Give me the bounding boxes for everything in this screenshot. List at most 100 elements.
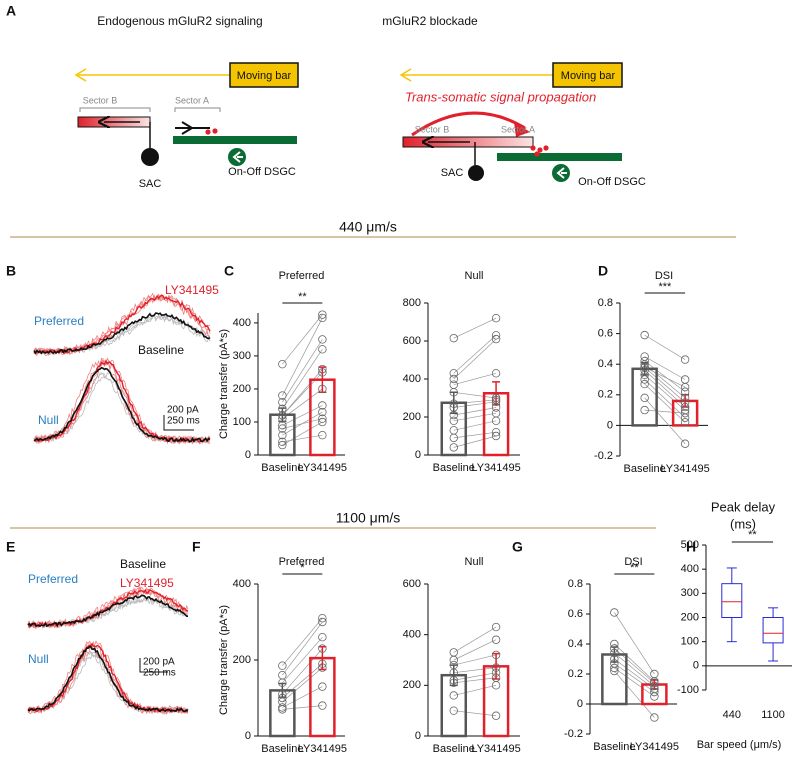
section-heading: 440 μm/s [339,219,397,235]
point [610,648,619,658]
sac-label: SAC [441,167,464,179]
y-axis-label: Charge transfer (pA*s) [218,605,230,715]
point [278,391,287,400]
sac-soma [468,165,484,181]
y-tick-label: 300 [681,587,699,599]
point [278,705,287,714]
trace [33,294,211,355]
point [680,393,690,403]
sector-label: Sector B [415,124,450,134]
pair-line [644,334,686,360]
point [449,691,458,700]
point [449,399,458,408]
point [640,366,649,375]
panel-label: G [512,539,523,555]
trace-label: Preferred [28,572,78,586]
point [278,397,287,407]
icon [556,167,567,179]
arrow-head [74,68,87,82]
point [318,682,327,691]
diagram-right: mGluR2 blockade Moving bar Trans-somatic… [382,14,646,188]
pair-line [453,420,497,431]
point [640,356,649,366]
y-tick-label: 500 [681,539,699,551]
x-tick-label: LY341495 [630,741,679,753]
point [318,701,327,710]
y-tick-label: 0.4 [598,358,613,370]
pair-line [282,705,323,710]
y-tick-label: 0 [415,730,421,742]
x-axis-label: Bar speed (μm/s) [697,739,782,751]
chart-subtitle: (ms) [730,516,756,531]
pair-line [453,335,497,374]
point [491,369,501,378]
dsgc-dendrite [173,136,297,144]
panel-label: D [598,263,608,279]
point [318,313,327,323]
point [278,414,287,423]
pair-line [453,626,497,653]
y-tick-label: -0.2 [594,450,613,462]
y-tick-label: 0.8 [568,578,583,590]
point [491,431,501,441]
pair-line [282,636,323,684]
y-tick-label: 600 [403,578,421,590]
trace-label: Baseline [120,557,166,571]
panel-label: B [6,263,16,279]
point [491,331,501,340]
point [491,668,501,677]
dsgc-label: On-Off DSGC [228,166,296,178]
x-tick-label: 1100 [761,709,785,721]
point [491,409,501,418]
point [610,608,619,617]
point [491,663,501,672]
significance: ** [748,529,757,541]
point [680,387,690,396]
y-tick-label: 200 [233,654,251,666]
pair-line [282,368,323,416]
point [650,681,659,691]
pair-line [644,356,686,380]
y-tick-label: 0 [577,698,583,710]
y-tick-label: 0.2 [568,668,583,680]
pair-line [644,383,686,423]
chart-title: Peak delay [711,499,776,514]
pair-line [282,339,323,403]
y-tick-label: 0.4 [568,638,583,650]
pair-line [453,672,497,681]
point [491,393,501,403]
pair-line [644,366,686,403]
panel-label: A [6,3,16,19]
pair-line [614,612,655,675]
point [640,363,649,372]
point [278,661,287,670]
scale-label: 250 ms [167,416,200,427]
y-tick-label: 0 [693,660,699,672]
pair-line [644,409,686,414]
pair-line [453,407,497,416]
point [318,364,327,374]
point [491,334,501,344]
moving-bar [229,62,299,88]
pair-line [644,360,686,393]
trace-label: Null [38,413,59,427]
panel-label: E [6,539,15,555]
arrow-head [514,122,530,137]
point [278,678,287,687]
point [449,374,458,384]
sector-label: Sector A [501,124,535,134]
trace [33,312,211,355]
point [491,681,501,690]
point [610,666,619,676]
release [537,147,543,153]
trace [27,596,189,629]
point [449,388,458,397]
point [278,411,287,420]
y-tick-label: 100 [233,416,251,428]
chart-title: Preferred [279,556,325,568]
y-tick-label: 0 [415,449,421,461]
point [680,413,690,422]
chart-title: Preferred [279,270,325,282]
point [318,614,327,623]
pair-line [282,421,323,446]
